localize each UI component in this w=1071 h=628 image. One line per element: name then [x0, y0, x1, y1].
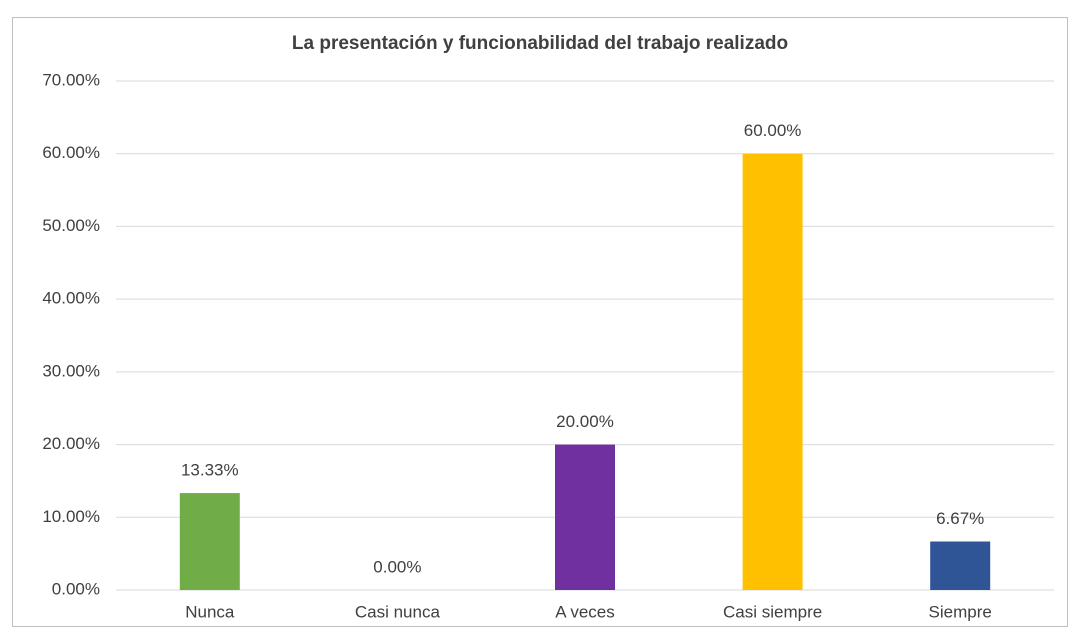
- chart-title: La presentación y funcionabilidad del tr…: [292, 33, 788, 54]
- chart-border: [12, 17, 1068, 627]
- data-label: 6.67%: [936, 509, 984, 528]
- y-tick-label: 40.00%: [42, 289, 100, 308]
- bar: [742, 153, 803, 590]
- data-label: 20.00%: [556, 412, 614, 431]
- x-tick-label: Siempre: [929, 602, 992, 621]
- y-tick-label: 50.00%: [42, 216, 100, 235]
- y-tick-label: 70.00%: [42, 70, 100, 89]
- data-label: 13.33%: [181, 461, 239, 480]
- x-tick-label: Casi siempre: [723, 602, 822, 621]
- y-tick-label: 60.00%: [42, 143, 100, 162]
- y-tick-label: 20.00%: [42, 434, 100, 453]
- data-label: 0.00%: [373, 557, 421, 576]
- x-tick-label: A veces: [555, 602, 615, 621]
- bar: [179, 493, 240, 590]
- bar: [930, 541, 991, 590]
- y-tick-label: 10.00%: [42, 507, 100, 526]
- data-label: 60.00%: [744, 121, 802, 140]
- bar: [555, 444, 615, 590]
- y-tick-label: 30.00%: [42, 361, 100, 380]
- x-tick-label: Casi nunca: [355, 602, 441, 621]
- y-tick-label: 0.00%: [52, 579, 100, 598]
- x-tick-label: Nunca: [185, 602, 235, 621]
